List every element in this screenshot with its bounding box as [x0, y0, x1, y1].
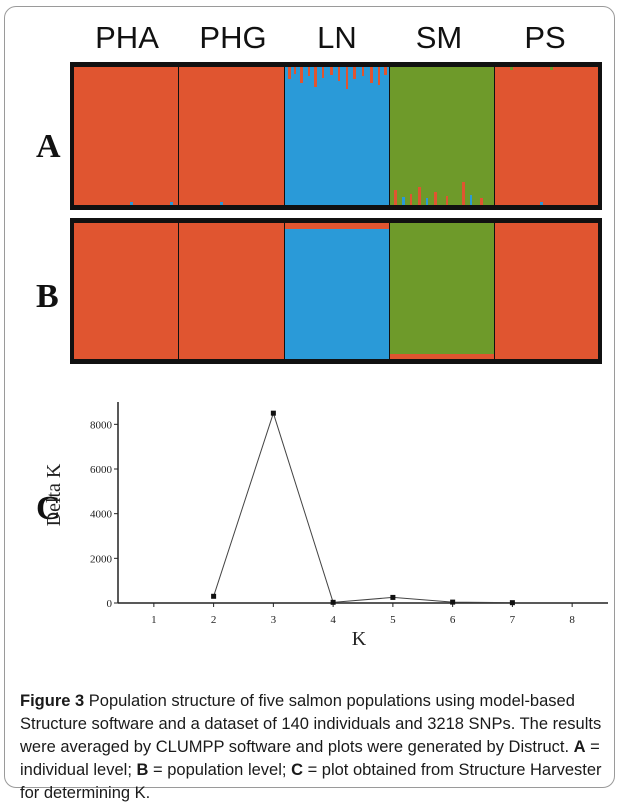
delta-k-point — [211, 593, 217, 599]
caption-a-label: A — [573, 738, 586, 756]
delta-k-line — [213, 411, 513, 604]
y-tick-label: 2000 — [90, 553, 113, 565]
ln-block — [285, 67, 389, 205]
sm-block — [390, 223, 494, 359]
delta-k-point — [509, 600, 515, 606]
x-tick-label: 6 — [450, 614, 456, 626]
pha-block — [74, 67, 178, 205]
caption-b-label: B — [136, 761, 149, 779]
delta-k-point — [390, 594, 396, 600]
y-tick-label: 6000 — [90, 464, 113, 476]
ln-top-orange — [285, 223, 389, 229]
ps-block — [495, 223, 598, 359]
x-tick-label: 5 — [390, 614, 396, 626]
pop-label-ln: LN — [317, 20, 357, 55]
pop-label-sm: SM — [415, 20, 463, 55]
structure-plot-individual-svg — [74, 67, 598, 205]
delta-k-chart: 0 2000 4000 6000 8000 1 2 3 4 5 6 7 8 Delta K K — [43, 402, 608, 650]
x-tick-label: 7 — [510, 614, 516, 626]
panel-letter-c: C — [36, 490, 61, 527]
caption-a-text: = individual level; — [20, 738, 600, 779]
ps-block — [495, 67, 598, 205]
x-tick-label: 1 — [151, 614, 157, 626]
structure-plot-individual — [70, 62, 602, 210]
structure-plot-population — [70, 218, 602, 364]
caption-b-text: = population level; — [148, 761, 292, 779]
ps-top-marks — [510, 67, 553, 70]
chart-ylabel: Delta K — [43, 463, 65, 526]
sm-admixture-marks — [394, 182, 483, 205]
x-tick-label: 8 — [569, 614, 575, 626]
sm-bottom-orange — [390, 354, 494, 359]
caption-figure-label: Figure 3 — [20, 692, 85, 710]
sm-block — [390, 67, 494, 205]
phg-block — [179, 223, 284, 359]
x-tick-label: 4 — [330, 614, 336, 626]
y-tick-label: 4000 — [90, 509, 113, 521]
bottom-admixture-marks — [130, 202, 543, 205]
pop-label-ps: PS — [524, 20, 566, 55]
panel-letter-a: A — [36, 128, 61, 165]
panel-letter-b: B — [36, 278, 59, 315]
delta-k-point — [270, 410, 276, 416]
structure-plot-population-svg — [74, 223, 598, 359]
x-tick-label: 2 — [211, 614, 217, 626]
delta-k-point — [450, 599, 456, 605]
pop-label-phg: PHG — [199, 20, 267, 55]
ln-block — [285, 223, 389, 359]
ln-admixture-marks — [288, 67, 387, 89]
x-tick-label: 3 — [271, 614, 277, 626]
caption-c-label: C — [291, 761, 303, 779]
pha-block — [74, 223, 178, 359]
y-tick-label: 0 — [107, 598, 113, 610]
delta-k-point — [330, 599, 336, 605]
phg-block — [179, 67, 284, 205]
pop-label-pha: PHA — [95, 20, 159, 55]
figure-caption: Figure 3 Population structure of five sa… — [20, 690, 605, 805]
chart-xlabel: K — [352, 628, 367, 650]
y-tick-label: 8000 — [90, 419, 113, 431]
caption-text-1: Population structure of five salmon popu… — [20, 692, 602, 756]
